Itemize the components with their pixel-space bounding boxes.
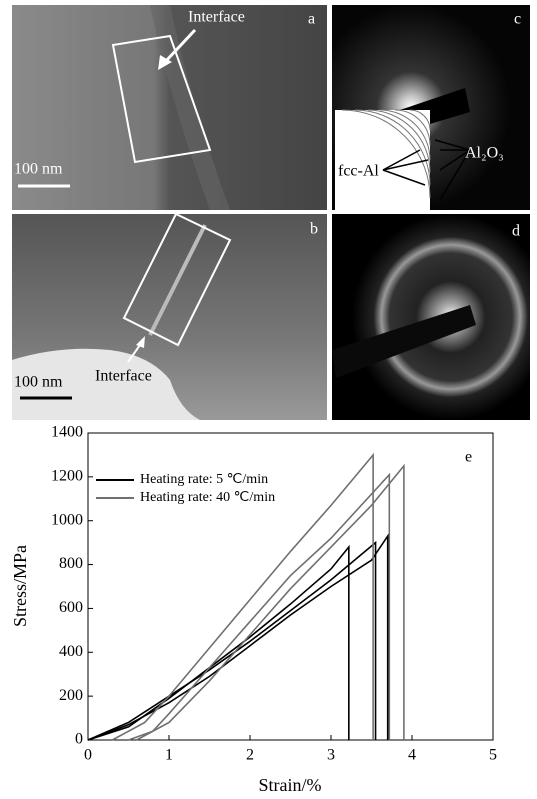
panel-label: a <box>308 11 315 28</box>
y-tick-label: 200 <box>59 687 83 704</box>
x-tick-label: 5 <box>489 747 497 764</box>
panel-label: e <box>465 449 472 466</box>
panel-label: d <box>512 223 520 240</box>
curve <box>137 466 404 740</box>
page: Interface a 100 nm fcc-Al Al₂O₃ c Interf… <box>0 0 537 799</box>
annotation: Interface <box>188 9 245 26</box>
annotation: fcc-Al <box>338 163 379 180</box>
panel-label: c <box>514 11 521 28</box>
y-tick-label: 1000 <box>51 511 83 528</box>
y-tick-label: 1200 <box>51 468 83 485</box>
x-tick-label: 4 <box>408 747 416 764</box>
scale-bar-label: 100 nm <box>14 374 63 391</box>
chart: Strain/% Stress/MPa e 0 1 2 3 4 5 0 200 400 600 80… <box>10 424 497 795</box>
x-tick-label: 2 <box>246 747 254 764</box>
y-tick-label: 600 <box>59 599 83 616</box>
curve <box>88 547 349 740</box>
y-tick-label: 800 <box>59 555 83 572</box>
y-axis-label: Stress/MPa <box>10 545 30 627</box>
curve <box>88 536 388 740</box>
x-tick-label: 0 <box>84 747 92 764</box>
annotation: Interface <box>95 368 152 385</box>
y-tick-label: 0 <box>75 731 83 748</box>
diffraction-d <box>332 214 530 420</box>
panel-c: fcc-Al Al₂O₃ c <box>332 5 530 210</box>
panel-label: b <box>310 221 318 238</box>
x-tick-label: 1 <box>165 747 173 764</box>
annotation: Al₂O₃ <box>465 145 504 162</box>
x-axis-label: Strain/% <box>259 775 322 795</box>
scale-bar-label: 100 nm <box>14 161 63 178</box>
y-tick-label: 1400 <box>51 424 83 441</box>
legend-label: Heating rate: 40 ℃/min <box>140 490 275 505</box>
legend-label: Heating rate: 5 ℃/min <box>140 472 268 487</box>
y-tick-label: 400 <box>59 643 83 660</box>
panel-d: d <box>332 214 530 420</box>
panel-a: Interface a 100 nm <box>12 5 327 210</box>
figure: Interface a 100 nm fcc-Al Al₂O₃ c Interf… <box>0 0 537 799</box>
x-tick-label: 3 <box>327 747 335 764</box>
panel-b: Interface 100 nm b <box>12 214 327 420</box>
